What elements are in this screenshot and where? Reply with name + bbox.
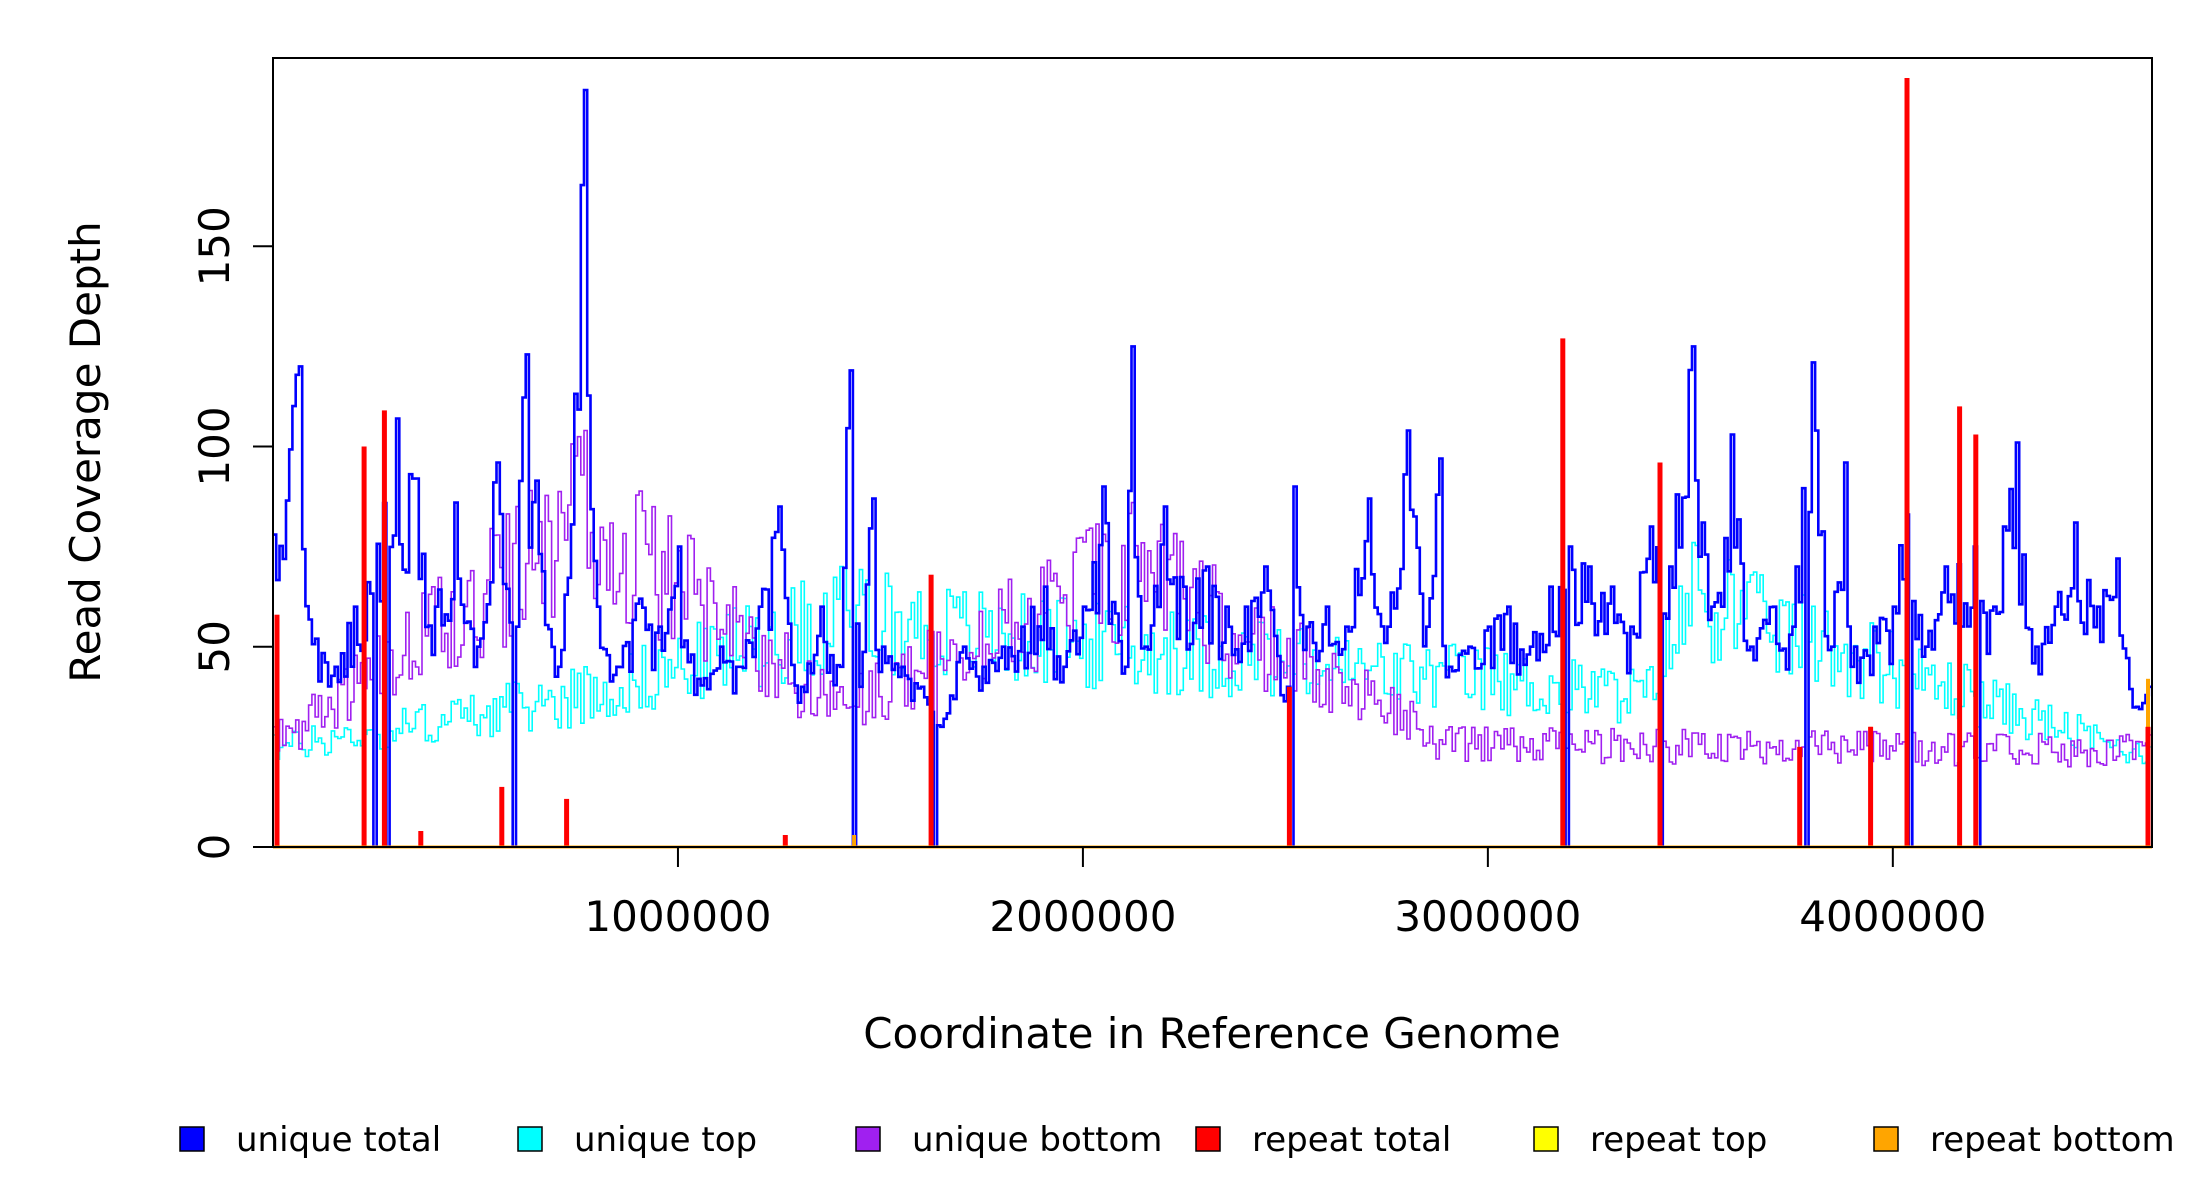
series-line-unique-total: [273, 88, 2152, 849]
legend-item: repeat top: [1533, 1120, 1767, 1160]
spike: [782, 835, 788, 847]
x-tick-label: 3000000: [1394, 892, 1581, 941]
series-line-unique-top: [273, 541, 2152, 848]
series-line-unique-bottom: [273, 429, 2152, 848]
y-tick-label: 100: [190, 406, 239, 486]
spike: [1797, 746, 1803, 847]
plot-series: [273, 78, 2152, 849]
y-tick-label: 50: [190, 620, 239, 673]
spike: [499, 786, 505, 847]
spike: [2145, 726, 2151, 847]
spike: [564, 798, 570, 847]
legend-swatch: [1533, 1126, 1559, 1152]
legend-swatch: [855, 1126, 881, 1152]
legend-item: unique total: [179, 1120, 441, 1160]
spike: [274, 614, 280, 847]
legend-label: unique bottom: [912, 1120, 1162, 1160]
legend-item: repeat bottom: [1873, 1120, 2175, 1160]
spike: [1904, 78, 1910, 847]
legend-label: repeat top: [1590, 1120, 1767, 1160]
legend-item: unique top: [517, 1120, 757, 1160]
x-axis-title: Coordinate in Reference Genome: [863, 1009, 1561, 1058]
y-tick-label: 0: [190, 834, 239, 861]
spike: [381, 410, 387, 847]
legend-swatch: [1195, 1126, 1221, 1152]
spike: [1657, 462, 1663, 847]
plot-frame: [272, 57, 2153, 848]
legend-label: repeat total: [1252, 1120, 1451, 1160]
spike: [1868, 726, 1874, 847]
spike: [852, 835, 857, 847]
y-axis-title: Read Coverage Depth: [61, 221, 110, 682]
x-axis: 1000000 2000000 3000000 4000000: [584, 847, 1986, 941]
legend-label: repeat bottom: [1930, 1120, 2175, 1160]
x-tick-label: 1000000: [584, 892, 771, 941]
series-repeat-total: [273, 78, 2152, 849]
legend-label: unique top: [574, 1120, 757, 1160]
spike: [1286, 686, 1292, 847]
x-tick-label: 2000000: [989, 892, 1176, 941]
legend-label: unique total: [236, 1120, 441, 1160]
legend: unique total unique top unique bottom repea…: [179, 1120, 2175, 1160]
y-tick-label: 150: [190, 206, 239, 286]
spike: [1957, 406, 1963, 847]
spike: [1560, 338, 1566, 847]
legend-swatch: [179, 1126, 205, 1152]
legend-item: repeat total: [1195, 1120, 1451, 1160]
spike: [1973, 434, 1979, 847]
y-axis: 0 50 100 150: [190, 206, 273, 860]
x-tick-label: 4000000: [1799, 892, 1986, 941]
legend-swatch: [1873, 1126, 1899, 1152]
legend-item: unique bottom: [855, 1120, 1162, 1160]
spike: [418, 831, 424, 847]
legend-swatch: [517, 1126, 543, 1152]
spike: [928, 574, 934, 847]
spike: [361, 446, 367, 847]
